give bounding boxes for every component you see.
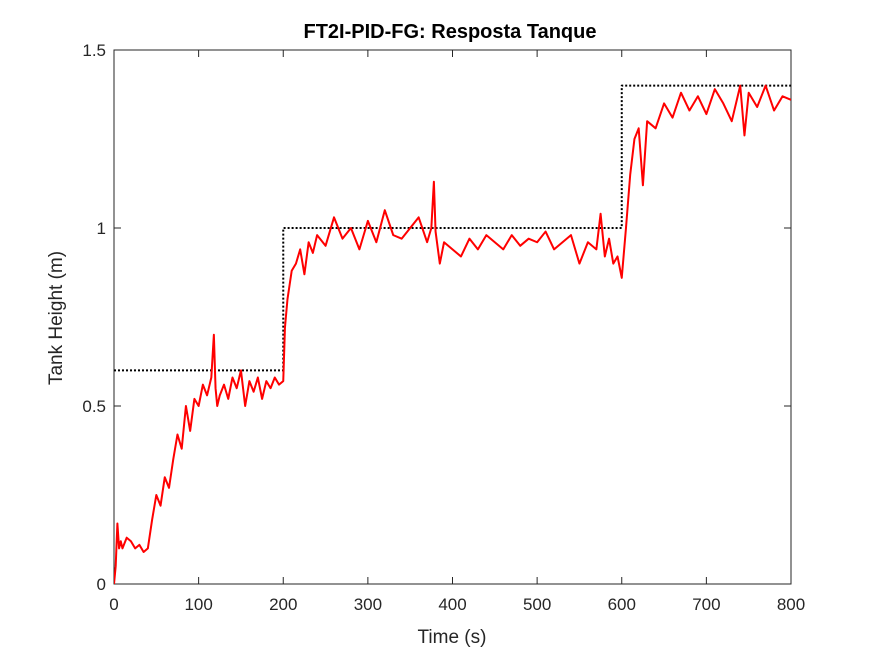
y-tick-label: 0 [97,575,106,594]
y-axis-label: Tank Height (m) [46,251,67,385]
setpoint-line [114,84,791,372]
x-tick-label: 300 [354,595,382,614]
y-tick-label: 0.5 [82,397,106,416]
x-tick-label: 100 [184,595,212,614]
x-tick-label: 600 [608,595,636,614]
plot-area: 0 100 200 300 400 500 600 700 800 0 0.5 1 1.5 [82,41,805,614]
x-tick-label: 700 [692,595,720,614]
x-axis-label: Time (s) [418,627,487,648]
x-tick-label: 800 [777,595,805,614]
x-tick-label: 200 [269,595,297,614]
y-tick-label: 1.5 [82,41,106,60]
x-tick-label: 0 [109,595,118,614]
x-tick-label: 500 [523,595,551,614]
y-tick-label: 1 [97,219,106,238]
axes-box [113,49,792,585]
chart-title: FT2I-PID-FG: Resposta Tanque [304,21,597,43]
tank-response-line [114,84,791,584]
x-tick-label: 400 [438,595,466,614]
